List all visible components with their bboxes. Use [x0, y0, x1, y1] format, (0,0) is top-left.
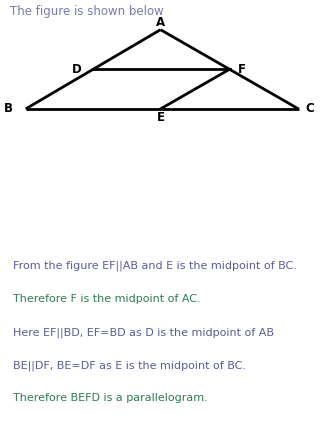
Text: E: E	[157, 111, 164, 124]
Text: The figure is shown below: The figure is shown below	[10, 5, 163, 18]
Text: C: C	[305, 103, 314, 115]
Text: Therefore BEFD is a parallelogram.: Therefore BEFD is a parallelogram.	[13, 393, 208, 404]
Text: Therefore F is the midpoint of AC.: Therefore F is the midpoint of AC.	[13, 294, 201, 304]
Text: B: B	[4, 103, 13, 115]
Text: Here EF||BD, EF=BD as D is the midpoint of AB: Here EF||BD, EF=BD as D is the midpoint …	[13, 327, 274, 338]
Text: D: D	[72, 63, 82, 76]
Text: BE||DF, BE=DF as E is the midpoint of BC.: BE||DF, BE=DF as E is the midpoint of BC…	[13, 360, 246, 371]
Text: A: A	[156, 16, 165, 29]
Text: F: F	[239, 63, 246, 76]
Text: From the figure EF||AB and E is the midpoint of BC.: From the figure EF||AB and E is the midp…	[13, 261, 297, 271]
